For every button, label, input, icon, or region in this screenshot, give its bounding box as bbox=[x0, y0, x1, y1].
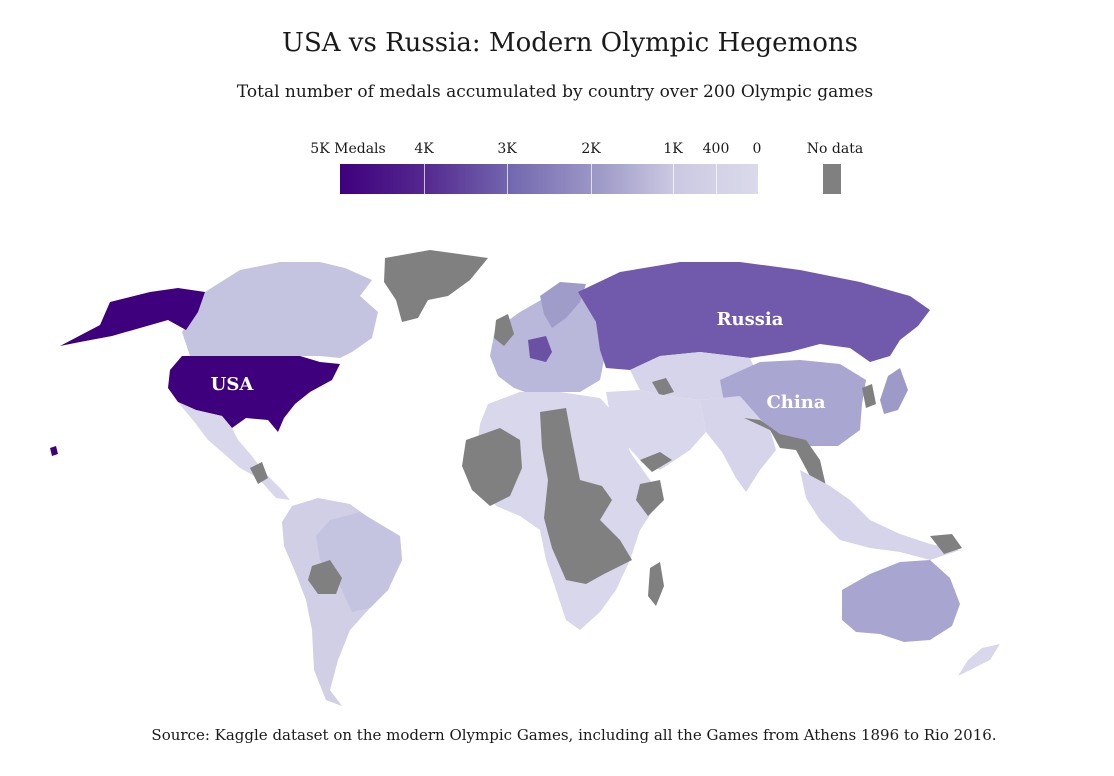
legend-label-5k: 5K Medals bbox=[310, 141, 386, 157]
legend-label-400: 400 bbox=[702, 141, 730, 157]
country-yemen-no-data[interactable] bbox=[640, 452, 672, 472]
country-germany[interactable] bbox=[528, 336, 552, 362]
country-brazil[interactable] bbox=[316, 512, 402, 612]
country-central-africa-no-data[interactable] bbox=[540, 408, 632, 584]
country-middle-east[interactable] bbox=[606, 390, 706, 470]
country-new-zealand[interactable] bbox=[958, 644, 1000, 676]
legend-label-0: 0 bbox=[752, 141, 762, 157]
legend-no-data-label: No data bbox=[806, 141, 864, 157]
country-madagascar-no-data[interactable] bbox=[648, 562, 664, 606]
map-title: USA vs Russia: Modern Olympic Hegemons bbox=[282, 28, 858, 58]
country-russia[interactable] bbox=[578, 262, 930, 370]
legend-label-1k: 1K bbox=[663, 141, 683, 157]
country-japan[interactable] bbox=[880, 368, 908, 414]
country-hawaii[interactable] bbox=[50, 446, 58, 456]
legend-tick bbox=[591, 164, 592, 194]
country-himalaya-no-data[interactable] bbox=[744, 418, 826, 486]
country-horn-no-data[interactable] bbox=[636, 480, 664, 516]
country-korea-no-data[interactable] bbox=[862, 384, 876, 408]
country-caspian-no-data[interactable] bbox=[652, 378, 674, 396]
legend-tick bbox=[424, 164, 425, 194]
source-note: Source: Kaggle dataset on the modern Oly… bbox=[151, 726, 997, 744]
country-china[interactable] bbox=[720, 360, 866, 446]
country-central-america-no-data[interactable] bbox=[250, 462, 268, 484]
legend-tick bbox=[507, 164, 508, 194]
map-subtitle: Total number of medals accumulated by co… bbox=[236, 82, 874, 102]
map-label-russia: Russia bbox=[717, 309, 784, 330]
legend-label-3k: 3K bbox=[497, 141, 517, 157]
country-west-africa-no-data[interactable] bbox=[462, 428, 522, 506]
legend-no-data-swatch bbox=[823, 164, 841, 194]
legend-tick bbox=[673, 164, 674, 194]
legend-label-4k: 4K bbox=[414, 141, 434, 157]
country-bolivia-no-data[interactable] bbox=[308, 560, 342, 594]
map-label-china: China bbox=[766, 392, 825, 413]
country-new-guinea-no-data[interactable] bbox=[930, 534, 962, 554]
legend-tick bbox=[716, 164, 717, 194]
country-usa-alaska[interactable] bbox=[60, 288, 205, 346]
country-greenland[interactable] bbox=[384, 250, 488, 322]
country-usa[interactable] bbox=[168, 356, 340, 432]
country-southeast-asia[interactable] bbox=[800, 470, 960, 560]
map-label-usa: USA bbox=[211, 374, 255, 395]
country-scandinavia[interactable] bbox=[540, 282, 586, 328]
legend-label-2k: 2K bbox=[581, 141, 601, 157]
country-canada[interactable] bbox=[182, 262, 378, 358]
legend-color-scale bbox=[340, 164, 758, 194]
country-australia[interactable] bbox=[842, 560, 960, 642]
country-uk[interactable] bbox=[494, 314, 514, 346]
